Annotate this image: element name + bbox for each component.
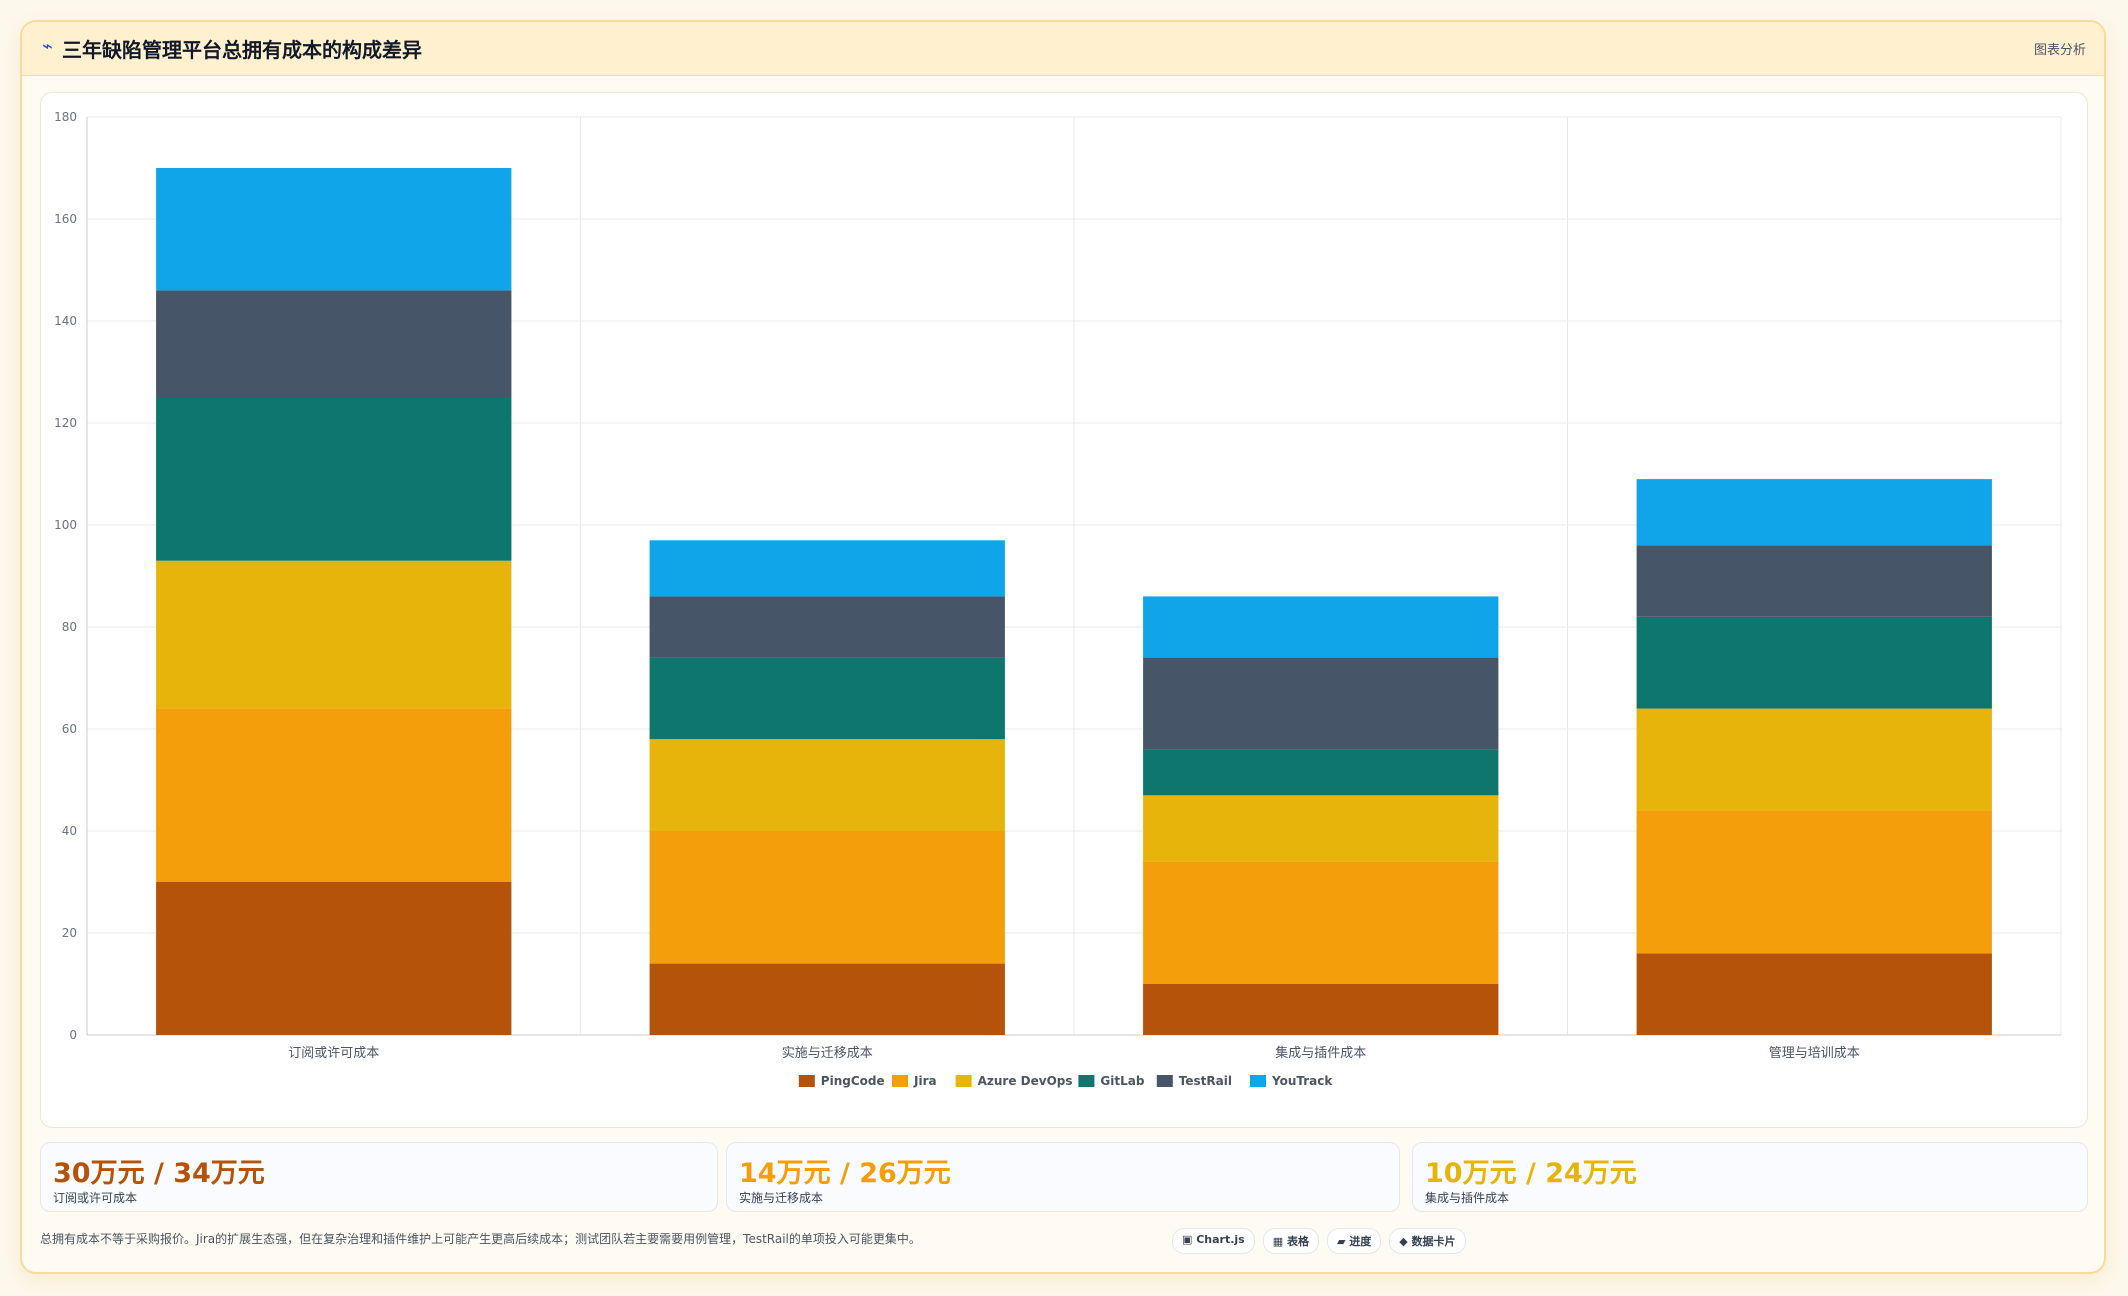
legend-label: Jira	[913, 1074, 937, 1088]
chip-table[interactable]: ▦ 表格	[1262, 1228, 1319, 1254]
y-tick-label: 0	[69, 1028, 77, 1042]
y-tick-label: 120	[54, 416, 77, 430]
stat-card-value: 30万元 / 34万元	[53, 1158, 265, 1189]
bar-segment	[1636, 616, 1992, 709]
y-tick-label: 60	[62, 722, 77, 736]
header-badge: 图表分析	[2033, 43, 2086, 58]
bar-segment	[156, 708, 512, 882]
x-tick-label: 订阅或许可成本	[288, 1046, 379, 1061]
chart-panel: ⌁ 三年缺陷管理平台总拥有成本的构成差异 图表分析 0 20 40 60 80 100 12…	[20, 20, 2106, 1274]
y-tick-label: 140	[54, 314, 77, 328]
panel-header: ⌁ 三年缺陷管理平台总拥有成本的构成差异 图表分析	[22, 22, 2104, 76]
bar-segment	[649, 540, 1005, 597]
bar-segment	[1636, 953, 1992, 1035]
bar-segment	[649, 831, 1005, 964]
stacked-bar-chart: 0 20 40 60 80 100 120 140 160 180 订阅或许可成本 实施与迁移成本 集成…	[54, 110, 2062, 1088]
chip-progress[interactable]: ▰ 进度	[1326, 1228, 1382, 1254]
bar-segment	[156, 290, 512, 398]
bar-segment	[1143, 795, 1499, 862]
stat-card-1: 30万元 / 34万元 订阅或许可成本	[40, 1142, 718, 1212]
y-tick-label: 80	[62, 620, 77, 634]
bar-segment	[649, 657, 1005, 740]
y-tick-label: 180	[54, 110, 77, 124]
bar-segment	[1636, 708, 1992, 811]
legend-swatch	[1078, 1075, 1095, 1087]
bar-segment	[156, 168, 512, 291]
legend-label: Azure DevOps	[978, 1074, 1073, 1088]
legend-label: PingCode	[821, 1074, 885, 1088]
stat-card-label: 订阅或许可成本	[53, 1191, 138, 1205]
bar-segment	[649, 739, 1005, 831]
legend-label: TestRail	[1179, 1074, 1232, 1088]
bar-segment	[156, 882, 512, 1035]
footnote: 总拥有成本不等于采购报价。Jira的扩展生态强，但在复杂治理和插件维护上可能产生…	[40, 1232, 921, 1246]
legend-swatch	[955, 1075, 972, 1087]
chip-data-card[interactable]: ◆ 数据卡片	[1389, 1228, 1466, 1254]
bar-segment	[1143, 596, 1499, 658]
bar-segment	[1143, 984, 1499, 1035]
legend-swatch	[892, 1075, 908, 1087]
legend-label: GitLab	[1100, 1074, 1144, 1088]
bar-segment	[649, 963, 1005, 1035]
bar-segment	[1143, 861, 1499, 984]
y-tick-label: 160	[54, 212, 77, 226]
chart-icon: ⌁	[42, 36, 53, 57]
view-chips: ▣ Chart.js ▦ 表格 ▰ 进度 ◆ 数据卡片	[1172, 1228, 1466, 1254]
x-tick-label: 集成与插件成本	[1275, 1045, 1366, 1061]
legend-swatch	[1156, 1075, 1173, 1087]
stat-card-label: 集成与插件成本	[1425, 1191, 1510, 1205]
stat-card-2: 14万元 / 26万元 实施与迁移成本	[726, 1142, 1400, 1212]
bar-segment	[156, 397, 512, 561]
y-tick-label: 20	[62, 926, 77, 940]
bar-segment	[1143, 657, 1499, 750]
y-tick-label: 100	[54, 518, 77, 532]
legend-swatch	[798, 1075, 815, 1087]
stat-card-value: 14万元 / 26万元	[739, 1158, 951, 1189]
x-tick-label: 管理与培训成本	[1769, 1045, 1860, 1061]
page-title: 三年缺陷管理平台总拥有成本的构成差异	[62, 38, 422, 62]
bar-segment	[1636, 810, 1992, 954]
stat-card-value: 10万元 / 24万元	[1425, 1158, 1637, 1189]
bar-segment	[1636, 545, 1992, 617]
stat-card-label: 实施与迁移成本	[739, 1191, 824, 1205]
legend-label: YouTrack	[1271, 1074, 1333, 1088]
legend-swatch	[1250, 1075, 1266, 1087]
x-tick-label: 实施与迁移成本	[782, 1046, 873, 1061]
bar-segment	[649, 596, 1005, 658]
stat-card-3: 10万元 / 24万元 集成与插件成本	[1412, 1142, 2088, 1212]
chip-chartjs[interactable]: ▣ Chart.js	[1172, 1228, 1255, 1254]
bar-segment	[156, 560, 512, 709]
chart-card: 0 20 40 60 80 100 120 140 160 180 订阅或许可成本 实施与迁移成本 集成…	[40, 92, 2088, 1128]
y-tick-label: 40	[62, 824, 77, 838]
bar-segment	[1636, 479, 1992, 546]
bar-segment	[1143, 749, 1499, 796]
